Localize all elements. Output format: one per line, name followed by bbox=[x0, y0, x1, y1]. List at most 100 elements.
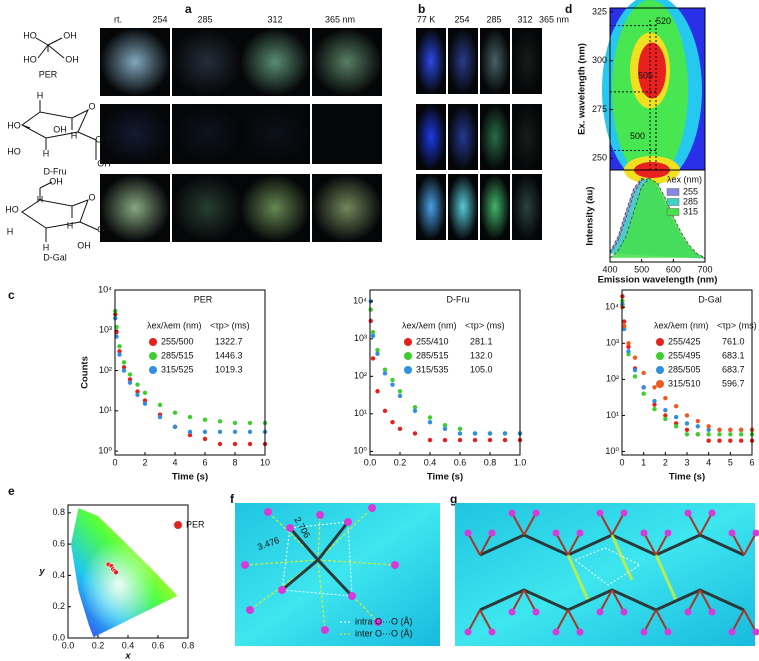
y-tick-label: 10⁴ bbox=[605, 302, 619, 312]
bond bbox=[611, 589, 625, 613]
atom-label: H bbox=[43, 148, 50, 158]
bond bbox=[523, 512, 537, 536]
intra-contact bbox=[573, 547, 642, 586]
data-point bbox=[502, 431, 508, 436]
contour-level bbox=[638, 42, 666, 99]
chart-title: D-Fru bbox=[447, 294, 470, 304]
y-tick-label: 250 bbox=[592, 153, 607, 163]
legend-swatch bbox=[666, 188, 680, 196]
data-point bbox=[113, 569, 119, 576]
data-point bbox=[706, 427, 711, 432]
x-axis-label: Emission wavelength (nm) bbox=[598, 275, 718, 286]
y-tick-label: 10⁰ bbox=[353, 446, 367, 456]
x-tick-label: 0.2 bbox=[92, 640, 105, 650]
glow bbox=[100, 104, 170, 164]
y-tick-label: 10¹ bbox=[354, 408, 367, 418]
legend-label: 315/510 bbox=[668, 378, 701, 388]
legend-value: 1446.3 bbox=[215, 350, 243, 360]
atom bbox=[488, 628, 496, 636]
glow bbox=[100, 28, 170, 96]
atom bbox=[286, 524, 294, 532]
atom-label: HO bbox=[7, 120, 21, 130]
data-point bbox=[390, 419, 395, 425]
atom-label: HO bbox=[23, 30, 37, 40]
glow bbox=[416, 28, 446, 94]
x-tick-label: 6 bbox=[202, 457, 207, 467]
legend-marker bbox=[656, 380, 664, 388]
plot-frame bbox=[609, 169, 706, 263]
x-tick-label: 0.0 bbox=[62, 640, 75, 650]
atom-label: O bbox=[88, 192, 95, 202]
data-point bbox=[232, 429, 238, 435]
y-tick-label: 300 bbox=[592, 55, 607, 65]
x-tick-label: 1.0 bbox=[514, 457, 527, 467]
legend-value: 281.1 bbox=[470, 336, 493, 346]
chart-title: PER bbox=[194, 294, 213, 304]
data-point bbox=[187, 432, 193, 438]
bond bbox=[655, 609, 669, 633]
legend-value: 1322.7 bbox=[215, 336, 243, 346]
hbond bbox=[317, 507, 373, 561]
x-tick-label: 2 bbox=[142, 457, 147, 467]
data-point bbox=[632, 374, 638, 379]
data-point bbox=[382, 367, 388, 372]
structures bbox=[21, 37, 99, 242]
atom-label: OH bbox=[65, 54, 79, 64]
data-point bbox=[728, 427, 733, 432]
column-header: 285 bbox=[197, 14, 212, 24]
hbond bbox=[317, 559, 326, 631]
atom bbox=[576, 529, 584, 537]
data-point bbox=[232, 420, 238, 426]
legend-header: <τp> (ms) bbox=[465, 320, 505, 330]
y-tick-label: 0.8 bbox=[52, 507, 65, 517]
atom-label: OH bbox=[53, 124, 67, 134]
molecule-name: D-Fru bbox=[44, 166, 67, 176]
atom bbox=[684, 608, 692, 616]
legend-marker bbox=[656, 366, 664, 374]
y-tick-label: 0.0 bbox=[52, 632, 65, 642]
data-point bbox=[632, 355, 638, 360]
legend-value: 761.0 bbox=[722, 336, 745, 346]
atom bbox=[344, 518, 352, 526]
atom-label: OH bbox=[63, 30, 77, 40]
data-point bbox=[663, 396, 668, 401]
atom bbox=[464, 529, 472, 537]
legend-value: 1019.3 bbox=[215, 364, 243, 374]
y-tick-label: 10¹ bbox=[99, 405, 112, 415]
data-point bbox=[172, 410, 178, 415]
column-header: 312 bbox=[517, 14, 532, 24]
legend-value: 105.0 bbox=[470, 364, 493, 374]
y-tick-label: 10¹ bbox=[606, 410, 619, 420]
hbond bbox=[244, 559, 319, 566]
atom bbox=[246, 606, 254, 614]
data-point bbox=[673, 414, 679, 420]
legend-label: 315/535 bbox=[416, 364, 449, 374]
atom bbox=[552, 529, 560, 537]
legend-header: λex/λem (nm) bbox=[654, 320, 709, 330]
bond bbox=[599, 589, 613, 613]
atom bbox=[728, 529, 736, 537]
data-point bbox=[472, 437, 478, 443]
atom bbox=[684, 509, 692, 517]
data-point bbox=[135, 382, 140, 387]
annotation: 500 bbox=[630, 131, 645, 141]
atom bbox=[532, 608, 540, 616]
legend-label: intra O···O (Å) bbox=[355, 616, 413, 626]
data-point bbox=[673, 424, 679, 429]
plot-frame bbox=[369, 289, 521, 456]
data-point bbox=[652, 402, 657, 407]
bond bbox=[643, 532, 657, 556]
atom-label: OH bbox=[77, 240, 91, 250]
column-header: 285 bbox=[486, 14, 501, 24]
atom bbox=[708, 509, 716, 517]
legend-label: PER bbox=[186, 519, 205, 529]
atom bbox=[488, 529, 496, 537]
legend-value: 683.7 bbox=[722, 364, 745, 374]
legend-marker bbox=[656, 338, 664, 346]
column-header: 312 bbox=[267, 14, 282, 24]
legend-label: 255/410 bbox=[416, 336, 449, 346]
data-point bbox=[390, 382, 395, 387]
atom-label: O bbox=[88, 101, 95, 111]
x-tick-label: 8 bbox=[232, 457, 237, 467]
glow bbox=[100, 174, 170, 242]
